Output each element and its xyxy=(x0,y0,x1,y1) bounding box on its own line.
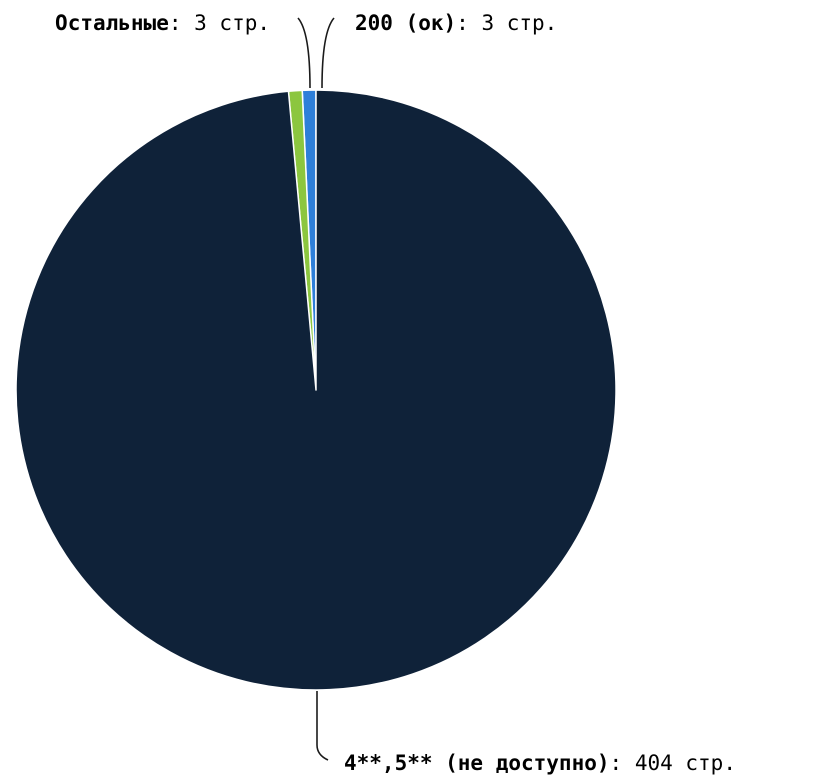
slice-value: 3 стр. xyxy=(194,11,270,35)
leader-line-200-ok xyxy=(321,17,335,89)
slice-unavailable xyxy=(15,89,617,691)
leader-line-other xyxy=(297,17,311,89)
slice-name: 200 (ок) xyxy=(355,11,456,35)
slice-value: 3 стр. xyxy=(481,11,557,35)
slice-value: 404 стр. xyxy=(635,751,736,775)
slice-label-200-ok: 200 (ок): 3 стр. xyxy=(355,11,557,35)
slice-name: 4**,5** (не доступно) xyxy=(344,751,610,775)
slice-name: Остальные xyxy=(55,11,169,35)
leader-line-unavailable xyxy=(316,691,329,761)
slice-label-unavailable: 4**,5** (не доступно): 404 стр. xyxy=(344,751,736,775)
pie-slices xyxy=(15,89,617,691)
slice-label-other: Остальные: 3 стр. xyxy=(55,11,270,35)
